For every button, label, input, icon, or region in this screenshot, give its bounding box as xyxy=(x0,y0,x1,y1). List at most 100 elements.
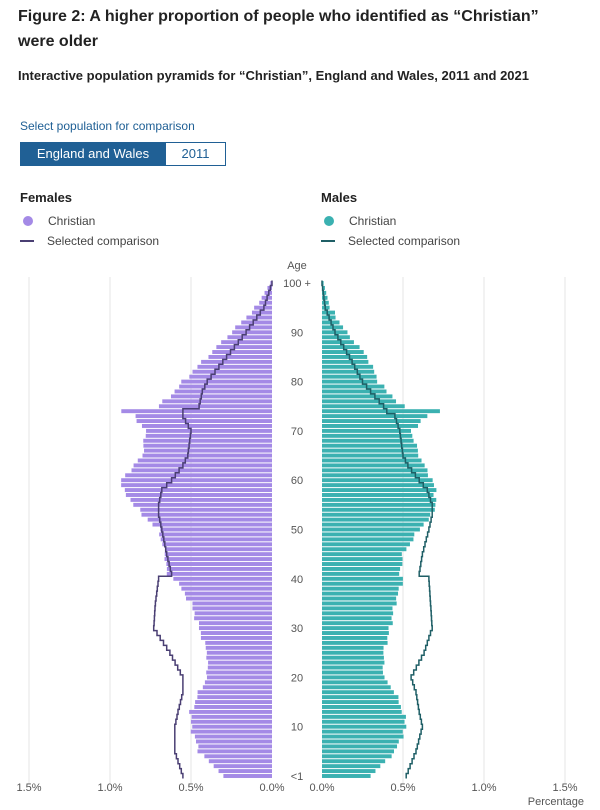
male-bar-age-6[interactable] xyxy=(322,744,398,749)
female-bar-age-31[interactable] xyxy=(199,621,272,626)
female-bar-age-51[interactable] xyxy=(152,522,272,527)
male-bar-age-7[interactable] xyxy=(322,739,399,744)
male-bar-age-39[interactable] xyxy=(322,581,403,586)
female-bar-age-25[interactable] xyxy=(206,650,272,655)
female-bar-age-45[interactable] xyxy=(164,552,272,557)
male-bar-age-86[interactable] xyxy=(322,350,364,354)
male-bar-age-26[interactable] xyxy=(322,645,384,650)
male-bar-age-66[interactable] xyxy=(322,448,418,453)
male-bar-age-2[interactable] xyxy=(322,764,381,769)
female-bar-age-64[interactable] xyxy=(137,458,272,463)
female-bar-age-0[interactable] xyxy=(223,774,272,778)
female-bar-age-42[interactable] xyxy=(166,566,272,571)
male-bar-age-31[interactable] xyxy=(322,621,393,626)
female-bar-age-37[interactable] xyxy=(184,591,272,596)
female-bar-age-54[interactable] xyxy=(140,507,272,512)
female-bar-age-60[interactable] xyxy=(121,478,272,483)
male-bar-age-49[interactable] xyxy=(322,532,415,537)
female-bar-age-47[interactable] xyxy=(162,542,272,547)
male-bar-age-85[interactable] xyxy=(322,354,368,359)
male-bar-age-9[interactable] xyxy=(322,729,403,734)
female-bar-age-2[interactable] xyxy=(213,764,272,769)
male-bar-age-38[interactable] xyxy=(322,586,399,591)
male-bar-age-75[interactable] xyxy=(322,404,405,409)
male-bar-age-15[interactable] xyxy=(322,700,399,705)
female-bar-age-66[interactable] xyxy=(144,448,272,453)
toggle-2011-button[interactable]: 2011 xyxy=(166,142,226,166)
female-bar-age-53[interactable] xyxy=(141,512,272,517)
female-bar-age-23[interactable] xyxy=(208,660,272,665)
female-bar-age-90[interactable] xyxy=(232,330,272,335)
male-bar-age-57[interactable] xyxy=(322,493,434,497)
male-bar-age-35[interactable] xyxy=(322,601,397,606)
female-bar-age-7[interactable] xyxy=(195,739,272,744)
female-bar-age-50[interactable] xyxy=(160,527,272,532)
female-bar-age-43[interactable] xyxy=(166,562,272,566)
female-bar-age-62[interactable] xyxy=(131,468,272,473)
female-bar-age-65[interactable] xyxy=(142,453,272,458)
male-bar-age-16[interactable] xyxy=(322,695,399,700)
male-bar-age-55[interactable] xyxy=(322,502,436,507)
female-bar-age-30[interactable] xyxy=(198,626,272,631)
female-bar-age-56[interactable] xyxy=(130,497,272,502)
female-bar-age-49[interactable] xyxy=(159,532,272,537)
male-bar-age-5[interactable] xyxy=(322,749,395,754)
female-bar-age-21[interactable] xyxy=(206,670,272,675)
male-bar-age-41[interactable] xyxy=(322,571,400,576)
female-bar-age-16[interactable] xyxy=(197,695,272,700)
male-bar-age-47[interactable] xyxy=(322,542,410,547)
male-bar-age-3[interactable] xyxy=(322,759,386,764)
female-bar-age-67[interactable] xyxy=(143,443,272,448)
female-bar-age-4[interactable] xyxy=(204,754,272,759)
male-bar-age-96[interactable] xyxy=(322,300,329,305)
male-bar-age-17[interactable] xyxy=(322,690,394,695)
female-bar-age-71[interactable] xyxy=(141,423,272,428)
male-bar-age-28[interactable] xyxy=(322,635,388,640)
female-bar-age-74[interactable] xyxy=(121,409,272,414)
female-bar-age-87[interactable] xyxy=(216,345,272,350)
female-bar-age-92[interactable] xyxy=(241,320,272,325)
male-bar-age-13[interactable] xyxy=(322,709,402,714)
female-bar-age-61[interactable] xyxy=(125,473,273,478)
male-bar-age-45[interactable] xyxy=(322,552,402,557)
male-bar-age-19[interactable] xyxy=(322,680,388,685)
male-bar-age-81[interactable] xyxy=(322,374,377,379)
female-bar-age-38[interactable] xyxy=(181,586,272,591)
female-bar-age-85[interactable] xyxy=(208,354,272,359)
male-bar-age-79[interactable] xyxy=(322,384,385,389)
male-bar-age-27[interactable] xyxy=(322,640,388,645)
female-bar-age-69[interactable] xyxy=(145,433,272,438)
female-bar-age-1[interactable] xyxy=(218,769,272,774)
female-bar-age-72[interactable] xyxy=(136,419,272,424)
female-bar-age-5[interactable] xyxy=(197,749,272,754)
male-bar-age-50[interactable] xyxy=(322,527,420,532)
female-bar-age-19[interactable] xyxy=(204,680,272,685)
female-bar-age-59[interactable] xyxy=(121,483,272,488)
male-bar-age-8[interactable] xyxy=(322,734,404,739)
female-bar-age-6[interactable] xyxy=(198,744,272,749)
female-bar-age-81[interactable] xyxy=(189,374,272,379)
female-bar-age-84[interactable] xyxy=(201,359,272,364)
female-bar-age-86[interactable] xyxy=(212,350,272,354)
male-bar-age-10[interactable] xyxy=(322,724,407,729)
female-bar-age-11[interactable] xyxy=(190,719,272,724)
male-bar-age-83[interactable] xyxy=(322,364,374,369)
female-bar-age-8[interactable] xyxy=(194,734,272,739)
male-bar-age-32[interactable] xyxy=(322,616,392,621)
female-bar-age-78[interactable] xyxy=(174,389,272,394)
male-bar-age-97[interactable] xyxy=(322,295,328,300)
male-bar-age-46[interactable] xyxy=(322,547,407,552)
male-bar-age-60[interactable] xyxy=(322,478,433,483)
female-bar-age-27[interactable] xyxy=(205,640,272,645)
female-bar-age-28[interactable] xyxy=(200,635,272,640)
male-bar-age-44[interactable] xyxy=(322,557,403,562)
female-bar-age-9[interactable] xyxy=(190,729,272,734)
male-bar-age-67[interactable] xyxy=(322,443,418,448)
female-bar-age-33[interactable] xyxy=(194,611,272,616)
female-bar-age-73[interactable] xyxy=(135,414,272,419)
female-bar-age-82[interactable] xyxy=(192,369,272,374)
male-bar-age-72[interactable] xyxy=(322,419,421,424)
female-bar-age-75[interactable] xyxy=(158,404,272,409)
male-bar-age-18[interactable] xyxy=(322,685,391,690)
female-bar-age-79[interactable] xyxy=(179,384,272,389)
